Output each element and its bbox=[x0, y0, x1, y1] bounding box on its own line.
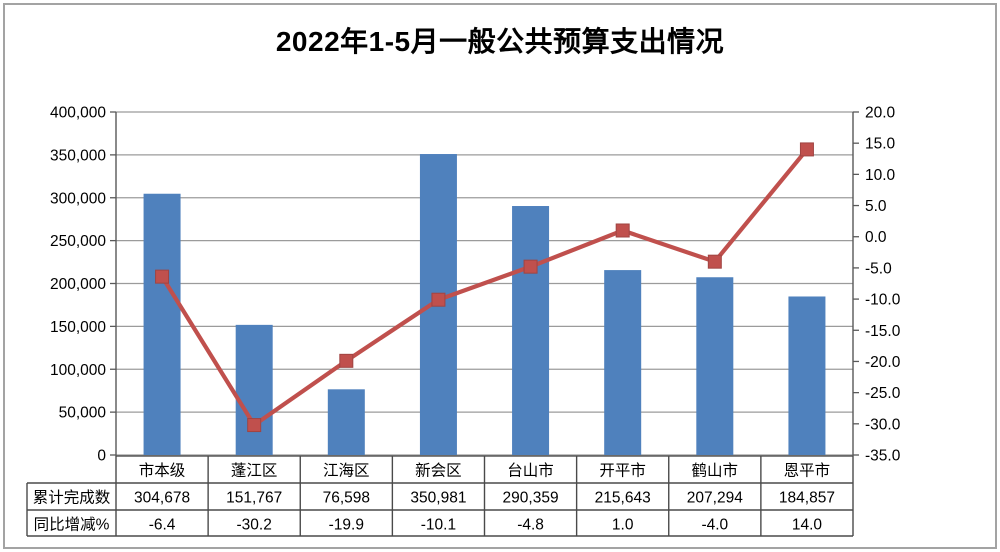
right-axis-tick-label: -25.0 bbox=[865, 385, 901, 402]
category-label: 开平市 bbox=[599, 462, 646, 480]
category-label: 恩平市 bbox=[784, 462, 831, 480]
left-axis-tick-label: 400,000 bbox=[50, 105, 106, 122]
line-marker-7 bbox=[707, 254, 722, 269]
category-label: 鹤山市 bbox=[692, 462, 739, 480]
line-marker-2 bbox=[247, 418, 262, 433]
left-axis-tick-label: 50,000 bbox=[59, 405, 107, 422]
table-cell-yoy: 14.0 bbox=[792, 517, 823, 534]
left-axis-tick-label: 200,000 bbox=[50, 276, 106, 293]
line-marker-8 bbox=[799, 142, 814, 157]
right-axis-tick-label: -35.0 bbox=[865, 448, 901, 465]
bar-3 bbox=[327, 389, 365, 455]
bar-5 bbox=[512, 206, 550, 455]
line-marker-1 bbox=[155, 269, 170, 284]
right-axis-tick-label: -20.0 bbox=[865, 354, 901, 371]
right-axis-tick-label: 20.0 bbox=[865, 105, 896, 122]
right-axis-tick-label: 10.0 bbox=[865, 167, 896, 184]
table-row-label: 同比增减% bbox=[34, 516, 110, 534]
category-label: 市本级 bbox=[139, 462, 186, 480]
left-axis-tick-label: 150,000 bbox=[50, 319, 106, 336]
category-label: 江海区 bbox=[323, 462, 370, 480]
table-cell-completed: 184,857 bbox=[779, 490, 835, 507]
table-cell-yoy: -4.0 bbox=[701, 517, 728, 534]
line-marker-5 bbox=[523, 259, 538, 274]
right-axis-tick-label: 15.0 bbox=[865, 136, 896, 153]
chart-title: 2022年1-5月一般公共预算支出情况 bbox=[275, 26, 725, 57]
line-series bbox=[160, 148, 809, 428]
table-cell-yoy: -19.9 bbox=[329, 517, 364, 534]
left-axis-tick-label: 350,000 bbox=[50, 147, 106, 164]
table-cell-yoy: 1.0 bbox=[612, 517, 634, 534]
table-cell-yoy: -10.1 bbox=[421, 517, 456, 534]
bar-2 bbox=[235, 324, 273, 455]
bar-1 bbox=[143, 193, 181, 455]
right-axis-tick-label: -10.0 bbox=[865, 292, 901, 309]
right-axis-tick-label: -5.0 bbox=[865, 260, 892, 277]
left-axis-tick-label: 0 bbox=[97, 448, 106, 465]
table-cell-completed: 215,643 bbox=[595, 490, 651, 507]
right-axis-tick-label: 5.0 bbox=[865, 198, 887, 215]
bar-6 bbox=[604, 270, 642, 455]
table-cell-completed: 151,767 bbox=[226, 490, 282, 507]
table-row-label: 累计完成数 bbox=[33, 489, 111, 507]
left-axis-tick-label: 300,000 bbox=[50, 190, 106, 207]
line-marker-3 bbox=[339, 353, 354, 368]
left-axis-tick-label: 250,000 bbox=[50, 233, 106, 250]
table-cell-yoy: -30.2 bbox=[237, 517, 272, 534]
right-axis-tick-label: -15.0 bbox=[865, 323, 901, 340]
bar-7 bbox=[696, 277, 734, 455]
left-axis-tick-label: 100,000 bbox=[50, 362, 106, 379]
table-cell-yoy: -4.8 bbox=[517, 517, 544, 534]
bar-8 bbox=[788, 296, 826, 455]
table-cell-yoy: -6.4 bbox=[149, 517, 176, 534]
category-label: 台山市 bbox=[507, 462, 554, 480]
table-cell-completed: 76,598 bbox=[323, 490, 370, 507]
table-cell-completed: 290,359 bbox=[503, 490, 559, 507]
table-cell-completed: 304,678 bbox=[134, 490, 190, 507]
table-cell-completed: 350,981 bbox=[410, 490, 466, 507]
category-label: 蓬江区 bbox=[231, 462, 278, 480]
right-axis-tick-label: -30.0 bbox=[865, 416, 901, 433]
line-marker-4 bbox=[431, 292, 446, 307]
right-axis-tick-label: 0.0 bbox=[865, 229, 887, 246]
table-cell-completed: 207,294 bbox=[687, 490, 743, 507]
category-label: 新会区 bbox=[415, 462, 462, 480]
line-marker-6 bbox=[615, 223, 630, 238]
